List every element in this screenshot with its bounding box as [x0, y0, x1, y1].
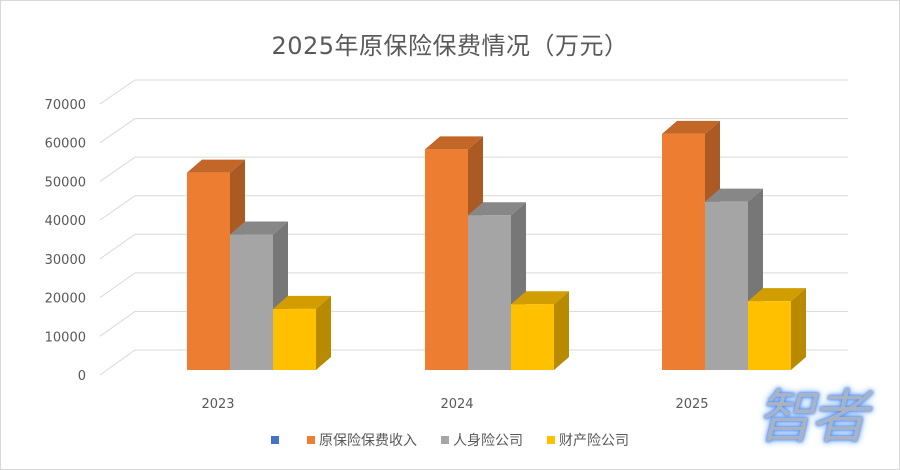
y-tick-label: 40000	[45, 214, 86, 229]
x-axis-labels: 2023 2024 2025	[201, 397, 708, 412]
legend-label: 原保险保费收入	[319, 433, 417, 449]
bar	[273, 295, 331, 370]
legend-swatch-icon	[271, 436, 279, 444]
legend-swatch-icon	[441, 436, 449, 444]
bar-group-2024	[425, 136, 569, 370]
legend-label: 财产险公司	[559, 433, 629, 449]
legend-swatch-icon	[307, 436, 315, 444]
bar-group-2025	[662, 120, 806, 371]
y-tick-label: 0	[78, 369, 86, 384]
legend-item-blank	[271, 436, 283, 444]
legend: 原保险保费收入 人身险公司 财产险公司	[0, 430, 900, 450]
y-tick-label: 30000	[45, 253, 86, 268]
chart-title: 2025年原保险保费情况（万元）	[271, 32, 629, 60]
y-tick-label: 20000	[45, 292, 86, 307]
y-tick-label: 50000	[45, 175, 86, 190]
bar	[230, 221, 288, 370]
bar	[511, 291, 569, 370]
y-tick-label: 70000	[45, 98, 86, 113]
legend-item-total-premium: 原保险保费收入	[307, 430, 417, 450]
gridline	[99, 156, 848, 182]
gridline	[99, 118, 848, 144]
bars	[187, 120, 806, 371]
x-tick-label: 2025	[675, 397, 708, 412]
legend-item-property-insurance: 财产险公司	[547, 430, 629, 450]
watermark-logo: 智者	[756, 383, 868, 451]
x-tick-label: 2023	[201, 397, 234, 412]
x-tick-label: 2024	[440, 397, 473, 412]
bar	[748, 288, 806, 370]
y-tick-label: 60000	[45, 137, 86, 152]
legend-label: 人身险公司	[453, 433, 523, 449]
y-tick-label: 10000	[45, 330, 86, 345]
legend-swatch-icon	[547, 436, 555, 444]
gridline	[99, 79, 848, 105]
bar-group-2023	[187, 159, 331, 370]
y-axis-ticks: 0 10000 20000 30000 40000 50000 60000 70000	[45, 98, 86, 384]
legend-item-life-insurance: 人身险公司	[441, 430, 523, 450]
